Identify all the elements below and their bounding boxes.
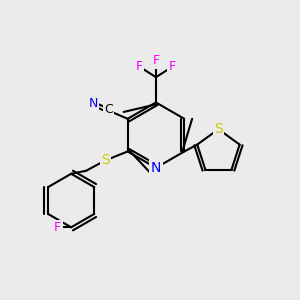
Text: F: F (152, 54, 160, 67)
Text: F: F (136, 60, 143, 73)
Text: F: F (54, 221, 61, 234)
Text: N: N (151, 161, 161, 175)
Text: F: F (169, 60, 176, 73)
Text: C: C (104, 103, 113, 116)
Text: S: S (101, 153, 110, 167)
Text: N: N (89, 98, 98, 110)
Text: S: S (214, 122, 223, 136)
